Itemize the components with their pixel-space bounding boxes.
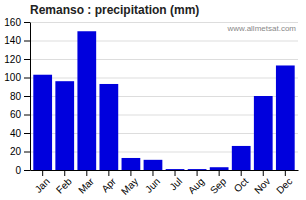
y-axis-line [30,23,31,171]
grid-tick [30,22,298,23]
y-tick: 0 [15,165,30,176]
grid-line [30,59,298,60]
y-tick: 20 [10,146,30,157]
y-tick-label: 160 [4,17,21,28]
x-tick-mark [219,170,220,176]
y-tick: 160 [4,17,30,28]
x-tick-label: Jun [143,176,162,195]
x-tick: Jan [33,170,52,195]
x-tick-label: Mar [76,175,96,195]
x-tick: May [119,170,140,197]
x-tick-label: Aug [186,176,206,196]
x-tick: Dec [274,170,294,196]
bar [33,75,52,170]
x-tick-mark [241,170,242,176]
y-tick: 120 [4,54,30,65]
x-tick-label: Nov [252,176,272,196]
grid-line [30,22,298,23]
x-tick-mark [86,170,87,176]
y-tick-mark [24,22,30,23]
y-tick: 100 [4,72,30,83]
x-tick-label: Dec [274,176,294,196]
y-tick-label: 60 [10,109,22,120]
x-tick-label: Apr [99,175,118,194]
bar [99,84,118,170]
x-tick-label: Jan [33,176,52,195]
grid-line [30,78,298,79]
bar [55,81,74,170]
bar [188,169,207,170]
x-tick: Oct [232,170,251,194]
x-tick-mark [64,170,65,176]
y-tick: 140 [4,35,30,46]
y-tick-mark [24,96,30,97]
y-tick-mark [24,115,30,116]
y-tick: 60 [10,109,30,120]
x-tick-mark [108,170,109,176]
x-tick-mark [152,170,153,176]
y-tick: 40 [10,128,30,139]
y-tick-label: 100 [4,72,21,83]
x-tick-mark [197,170,198,176]
y-tick-label: 120 [4,54,21,65]
y-tick-mark [24,170,30,171]
annotation: www.allmetsat.com [227,24,297,33]
y-tick-mark [24,78,30,79]
x-tick-mark [175,170,176,176]
x-tick: Nov [252,170,272,196]
grid-line [30,41,298,42]
grid-tick [30,59,298,60]
bar [210,167,229,170]
x-tick: Jun [143,170,162,195]
y-tick-mark [24,133,30,134]
grid-tick [30,170,298,171]
title: Remanso : precipitation (mm) [30,3,199,17]
bar [166,169,185,170]
bar [276,65,295,170]
y-tick-mark [24,41,30,42]
bars [33,31,294,170]
x-tick-label: Feb [54,175,74,195]
bar [144,160,163,170]
x-tick-label: May [119,176,140,197]
y-tick-label: 80 [10,91,22,102]
x-tick-mark [130,170,131,176]
grid-line [30,170,298,171]
x-tick: Sep [208,170,229,196]
x-axis: JanFebMarAprMayJun JulAugSepOctNovDec [31,170,299,197]
grid-tick [30,41,298,42]
chart: 020406080100120140160JanFebMarAprMayJunJ… [0,0,306,200]
bar [77,31,96,170]
grid-tick [30,78,298,79]
plot: 020406080100120140160JanFebMarAprMayJunJ… [4,17,298,197]
bar [254,96,273,170]
grid [30,23,298,171]
y-axis: 0 20 40 60 80 100 120 140 160 [4,17,30,176]
bar [122,158,141,170]
x-tick-mark [263,170,264,176]
y-tick: 80 [10,91,30,102]
y-tick-label: 0 [15,165,21,176]
y-tick-label: 40 [10,128,22,139]
x-tick-label: Oct [232,176,251,195]
x-tick-mark [42,170,43,176]
x-tick-label: Jul [167,176,184,193]
x-tick: Mar [76,170,96,196]
x-axis-line [31,170,299,171]
y-tick-mark [24,152,30,153]
x-tick: Aug [186,170,206,196]
x-tick: Feb [54,170,74,196]
x-tick-mark [285,170,286,176]
y-tick-label: 20 [10,146,22,157]
bar [232,146,251,170]
y-tick-label: 140 [4,35,21,46]
x-tick: Jul [167,170,184,192]
x-tick-label: Sep [208,175,229,196]
y-tick-mark [24,59,30,60]
x-tick: Apr [99,170,118,194]
